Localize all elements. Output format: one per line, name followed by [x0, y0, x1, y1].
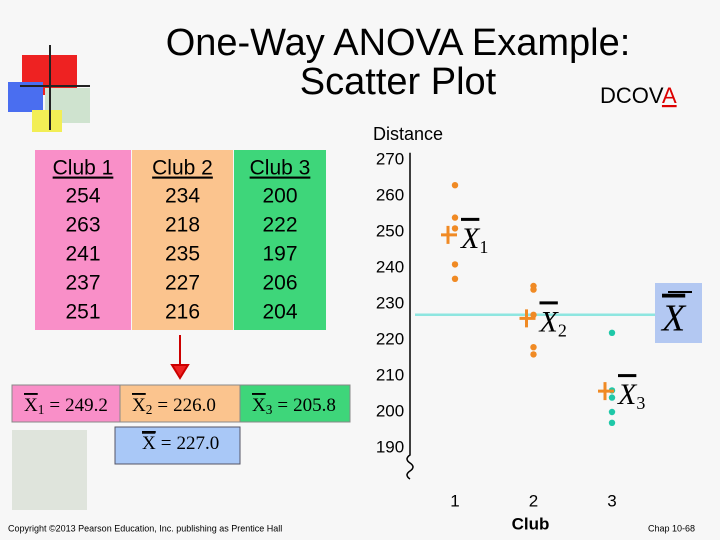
- point: [530, 344, 537, 351]
- point: [530, 311, 537, 318]
- table-cell: 251: [65, 301, 100, 324]
- tag-highlight: A: [662, 83, 677, 108]
- table-cell: 263: [65, 214, 100, 237]
- table-cell: 200: [262, 185, 297, 208]
- table-cell: 216: [165, 301, 200, 324]
- mean-symbol: X: [24, 395, 38, 416]
- grand-mean-box: [114, 426, 241, 465]
- mean-operator: =: [161, 433, 172, 454]
- table-cell: 227: [165, 272, 200, 295]
- mean-symbol: X: [142, 433, 156, 454]
- table-cell: 197: [262, 243, 297, 266]
- tag: DCOVA: [600, 83, 677, 108]
- point: [451, 182, 459, 189]
- y-tick-label: 230: [376, 293, 404, 312]
- table-cell: 241: [65, 243, 100, 266]
- x-tick-label: 2: [529, 491, 538, 510]
- decor: [32, 110, 62, 132]
- mean-label: X1 = 249.2: [24, 395, 108, 417]
- table-cell: 235: [165, 243, 200, 266]
- mean-label: X3 = 205.8: [252, 395, 336, 417]
- point: [451, 214, 459, 221]
- x-tick-label: 1: [450, 491, 459, 510]
- table-header: Club 3: [250, 157, 311, 180]
- table-cell: 237: [65, 272, 100, 295]
- mean-subscript: 1: [38, 402, 45, 417]
- mean-symbol: X: [460, 222, 481, 255]
- mean-subscript: 2: [558, 321, 567, 341]
- group-mean-marker: [598, 382, 614, 401]
- point: [608, 408, 616, 416]
- point: [530, 351, 537, 358]
- mean-value: 227.0: [176, 433, 219, 454]
- y-axis-label: Distance: [373, 124, 443, 144]
- tag-text: DCOV: [600, 83, 664, 108]
- table-column: [132, 150, 233, 330]
- mean-subscript: 3: [636, 393, 645, 413]
- mean-box: [11, 384, 121, 423]
- y-tick-label: 200: [376, 401, 404, 420]
- mean-label: X2 = 226.0: [132, 395, 216, 417]
- group-mean-label: X3: [617, 378, 645, 413]
- y-tick-label: 240: [376, 257, 404, 276]
- table-header: Club 2: [152, 157, 213, 180]
- y-tick-label: 270: [376, 149, 404, 168]
- x-axis-label: Club: [512, 514, 550, 533]
- group-mean-label: X2: [539, 305, 567, 340]
- group-mean-label: X1: [460, 222, 488, 257]
- table-cell: 222: [262, 214, 297, 237]
- mean-operator: =: [277, 395, 288, 416]
- mean-symbol: X: [132, 395, 146, 416]
- mean-subscript: 2: [146, 402, 153, 417]
- point: [451, 261, 459, 268]
- point: [451, 225, 459, 232]
- group-mean-marker: [441, 225, 457, 244]
- mean-subscript: 1: [479, 237, 488, 257]
- table-cell: 254: [65, 185, 100, 208]
- mean-value: 249.2: [65, 395, 108, 416]
- mean-box: [239, 384, 351, 423]
- page-number: Chap 10-68: [648, 523, 695, 533]
- mean-box: [119, 384, 241, 423]
- mean-symbol: X: [539, 305, 560, 338]
- mean-label: X = 227.0: [142, 433, 219, 454]
- clubs-image: [12, 430, 87, 510]
- table-header: Club 1: [53, 157, 114, 180]
- point: [608, 394, 616, 401]
- subtitle: Scatter Plot: [300, 61, 497, 103]
- point: [608, 419, 616, 426]
- y-tick-label: 220: [376, 329, 404, 348]
- y-tick-label: 250: [376, 221, 404, 240]
- table-column: [234, 150, 326, 330]
- arrow: [170, 335, 190, 380]
- y-tick-label: 190: [376, 437, 404, 456]
- mean-operator: =: [157, 395, 168, 416]
- copyright: Copyright ©2013 Pearson Education, Inc. …: [8, 523, 282, 533]
- mean-symbol: X: [617, 378, 638, 411]
- mean-symbol: X: [252, 395, 266, 416]
- table-column: [35, 150, 131, 330]
- point: [451, 275, 459, 282]
- mean-value: 205.8: [293, 395, 336, 416]
- table-cell: 206: [262, 272, 297, 295]
- mean-operator: =: [49, 395, 60, 416]
- grand-mean-symbol: X: [660, 298, 687, 340]
- table-cell: 218: [165, 214, 200, 237]
- table-cell: 204: [262, 301, 297, 324]
- y-tick-label: 260: [376, 185, 404, 204]
- point: [530, 282, 537, 290]
- point: [608, 329, 616, 336]
- group-mean-marker: [519, 309, 536, 328]
- mean-subscript: 3: [266, 402, 273, 417]
- x-tick-label: 3: [607, 491, 616, 510]
- title: One-Way ANOVA Example:: [166, 22, 631, 64]
- mean-value: 226.0: [173, 395, 216, 416]
- y-tick-label: 210: [376, 365, 404, 384]
- y-axis: [406, 152, 414, 480]
- table-cell: 234: [165, 185, 200, 208]
